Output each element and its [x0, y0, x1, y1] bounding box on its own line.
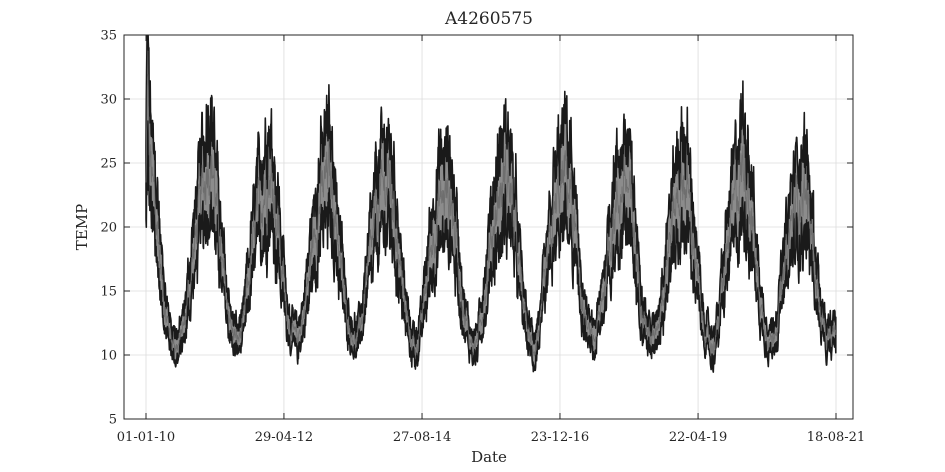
x-tick-label: 23-12-16 [531, 430, 589, 445]
x-tick-label: 22-04-19 [669, 430, 727, 445]
series-layer [145, 35, 837, 373]
series-line [145, 74, 837, 357]
x-tick-label: 01-01-10 [117, 430, 175, 445]
x-tick-label: 27-08-14 [393, 430, 451, 445]
x-axis-label: Date [471, 448, 507, 466]
axis-ticks: 5 10 15 20 25 30 35 01-01-10 29-04-12 27-08-14 23-… [100, 29, 865, 446]
y-tick-label: 25 [100, 157, 117, 172]
y-axis-label: TEMP [73, 204, 91, 250]
chart-title: A4260575 [444, 9, 533, 29]
y-tick-label: 10 [100, 349, 117, 364]
x-tick-label: 29-04-12 [255, 430, 313, 445]
series-band [145, 35, 837, 373]
y-tick-label: 35 [100, 29, 117, 44]
y-tick-label: 5 [109, 413, 117, 428]
y-tick-label: 15 [100, 285, 117, 300]
y-tick-label: 30 [100, 93, 117, 108]
y-tick-label: 20 [100, 221, 117, 236]
x-tick-label: 18-08-21 [807, 430, 865, 445]
